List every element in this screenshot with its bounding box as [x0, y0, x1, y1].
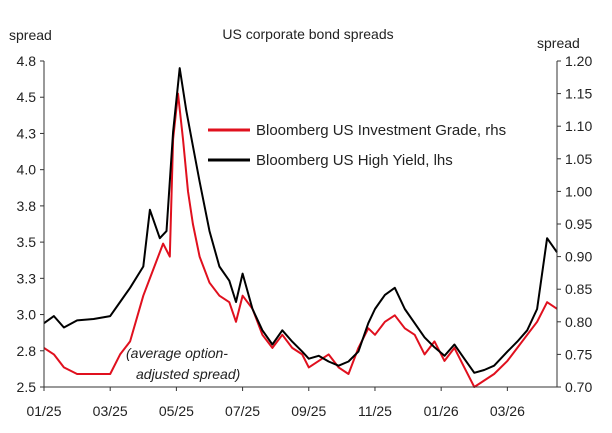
- right-tick-label: 1.00: [565, 183, 592, 199]
- investment-grade-line: [43, 92, 558, 388]
- left-tick-label: 3.5: [17, 234, 37, 250]
- series-layer: [43, 67, 558, 388]
- left-tick-label: 3.3: [17, 270, 37, 286]
- right-tick-label: 1.05: [565, 151, 592, 167]
- x-tick-label: 11/25: [358, 403, 392, 419]
- x-tick-label: 07/25: [225, 403, 260, 419]
- left-tick-label: 4.3: [17, 125, 37, 141]
- right-tick-label: 0.90: [565, 249, 592, 265]
- x-tick-label: 01/25: [26, 403, 61, 419]
- right-tick-label: 0.70: [565, 379, 592, 395]
- left-tick-label: 4.5: [17, 89, 37, 105]
- chart-title: US corporate bond spreads: [222, 26, 393, 42]
- right-tick-label: 1.10: [565, 118, 592, 134]
- right-tick-label: 0.80: [565, 314, 592, 330]
- x-tick-label: 01/26: [424, 403, 459, 419]
- left-tick-label: 2.8: [17, 343, 37, 359]
- legend-label-high-yield: Bloomberg US High Yield, lhs: [256, 152, 453, 169]
- annotation-line-1: (average option-: [126, 345, 228, 361]
- x-tick-label: 03/25: [93, 403, 128, 419]
- right-tick-label: 0.85: [565, 281, 592, 297]
- x-tick-label: 05/25: [159, 403, 194, 419]
- left-tick-label: 3.0: [17, 307, 37, 323]
- left-axis-label: spread: [9, 27, 52, 43]
- annotation: (average option- adjusted spread): [126, 345, 240, 382]
- axes-layer: 4.8 4.5 4.3 4.0 3.8 3.5 3.3 3.0 2.8 2.5 1.20 1.15 1.…: [17, 53, 593, 419]
- annotation-line-2: adjusted spread): [136, 366, 240, 382]
- left-tick-label: 4.0: [17, 162, 37, 178]
- high-yield-line: [43, 67, 558, 374]
- right-tick-label: 1.20: [565, 53, 592, 69]
- right-axis-label: spread: [537, 35, 580, 51]
- left-tick-label: 3.8: [17, 198, 37, 214]
- left-tick-label: 4.8: [17, 53, 37, 69]
- legend: Bloomberg US Investment Grade, rhs Bloomb…: [208, 122, 506, 169]
- right-tick-label: 1.15: [565, 86, 592, 102]
- legend-label-investment-grade: Bloomberg US Investment Grade, rhs: [256, 122, 506, 139]
- right-tick-label: 0.95: [565, 216, 592, 232]
- right-tick-label: 0.75: [565, 346, 592, 362]
- x-tick-label: 03/26: [490, 403, 525, 419]
- x-tick-label: 09/25: [291, 403, 326, 419]
- left-tick-label: 2.5: [17, 379, 37, 395]
